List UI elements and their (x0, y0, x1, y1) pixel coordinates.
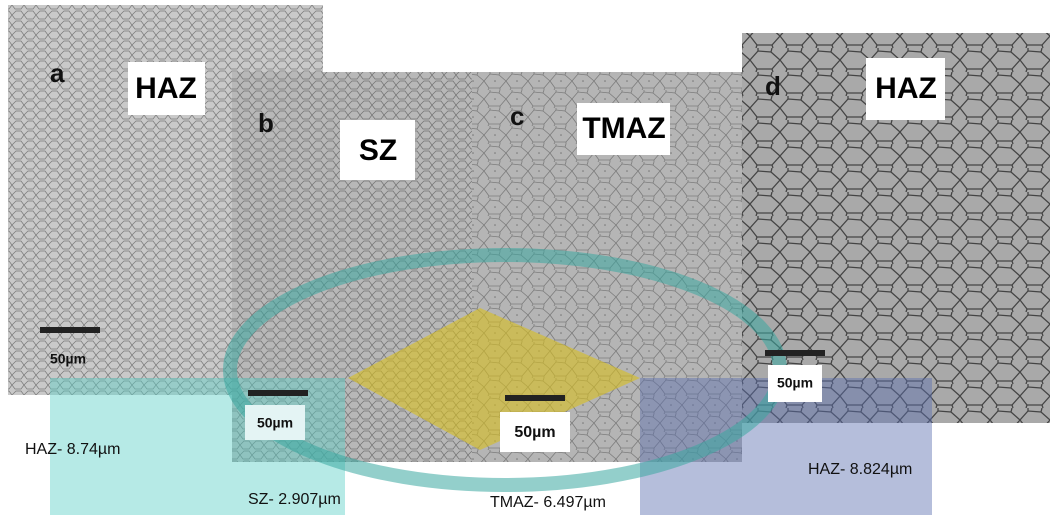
scale-bar (765, 350, 825, 356)
micrograph-composite: a HAZ 50µm b SZ 50µm c TMAZ 50µm d HAZ 5… (0, 0, 1051, 515)
panel-letter: c (510, 101, 524, 131)
measurement: SZ- 2.907µm (248, 491, 341, 508)
zone-label: HAZ (875, 72, 937, 105)
scale-label: 50µm (50, 351, 86, 367)
scale-bar (505, 395, 565, 401)
panel-letter: a (50, 58, 65, 88)
measurement: HAZ- 8.824µm (808, 461, 912, 478)
scale-bar (248, 390, 308, 396)
panel-letter: b (258, 108, 274, 138)
scale-label: 50µm (514, 424, 555, 441)
scale-label: 50µm (257, 415, 293, 431)
scale-label: 50µm (777, 375, 813, 391)
zone-label: TMAZ (582, 112, 665, 145)
measurement: TMAZ- 6.497µm (490, 494, 606, 511)
zone-label: SZ (359, 134, 397, 167)
panel-letter: d (765, 71, 781, 101)
zone-label: HAZ (135, 72, 197, 105)
measurement: HAZ- 8.74µm (25, 441, 120, 458)
